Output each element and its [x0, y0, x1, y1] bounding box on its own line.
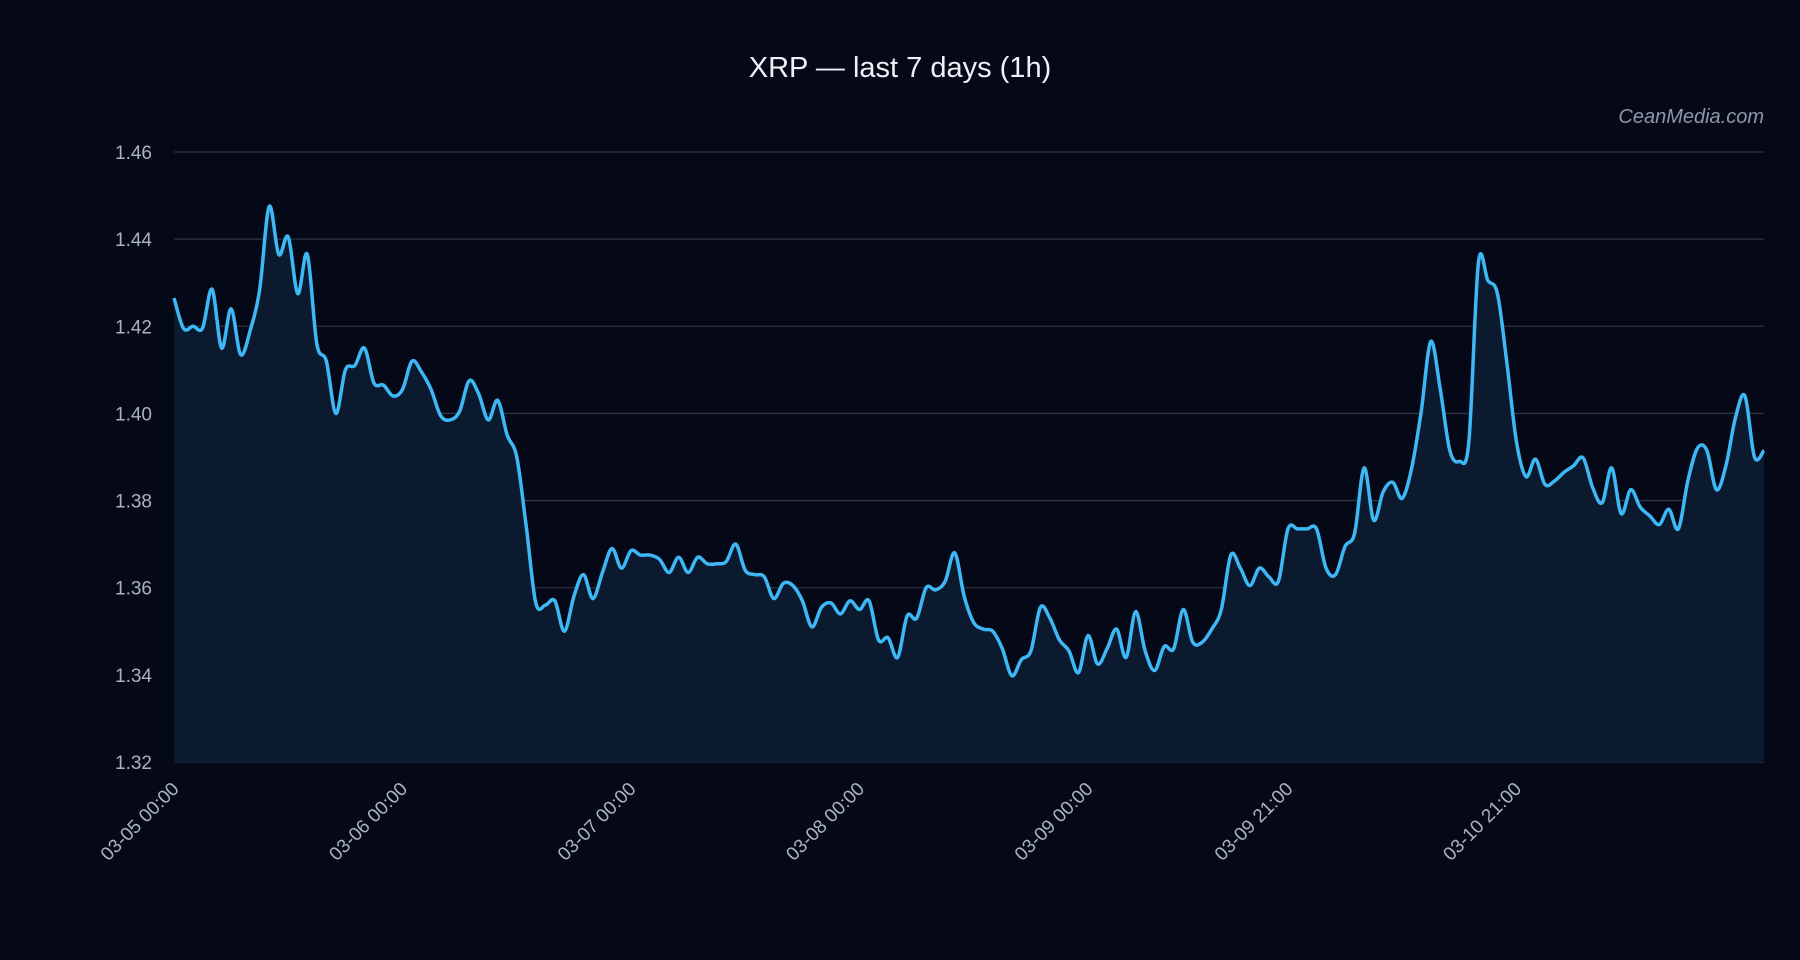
x-tick-label: 03-07 00:00: [554, 779, 641, 866]
y-tick-label: 1.36: [115, 579, 152, 600]
x-tick-label: 03-06 00:00: [325, 779, 412, 866]
y-tick-label: 1.44: [115, 230, 152, 251]
x-axis-ticks: 03-05 00:00 03-06 00:00 03-07 00:00 03-08 0…: [97, 779, 1526, 866]
y-tick-label: 1.38: [115, 492, 152, 513]
x-tick-label: 03-05 00:00: [97, 779, 184, 866]
watermark-text: CeanMedia.com: [1618, 106, 1764, 128]
y-tick-label: 1.42: [115, 317, 152, 338]
chart-title: XRP — last 7 days (1h): [748, 52, 1052, 84]
y-tick-label: 1.40: [115, 404, 152, 425]
x-tick-label: 03-08 00:00: [782, 779, 869, 866]
x-tick-label: 03-10 21:00: [1439, 779, 1526, 866]
x-tick-label: 03-09 21:00: [1211, 779, 1298, 866]
y-axis-ticks: 1.32 1.34 1.36 1.38 1.40 1.42 1.44 1.46: [115, 143, 152, 774]
y-tick-label: 1.34: [115, 666, 152, 687]
x-tick-label: 03-09 00:00: [1011, 779, 1098, 866]
price-line: [172, 204, 1766, 678]
price-area-fill: [174, 205, 1764, 763]
y-tick-label: 1.32: [115, 753, 152, 774]
y-tick-label: 1.46: [115, 143, 152, 164]
